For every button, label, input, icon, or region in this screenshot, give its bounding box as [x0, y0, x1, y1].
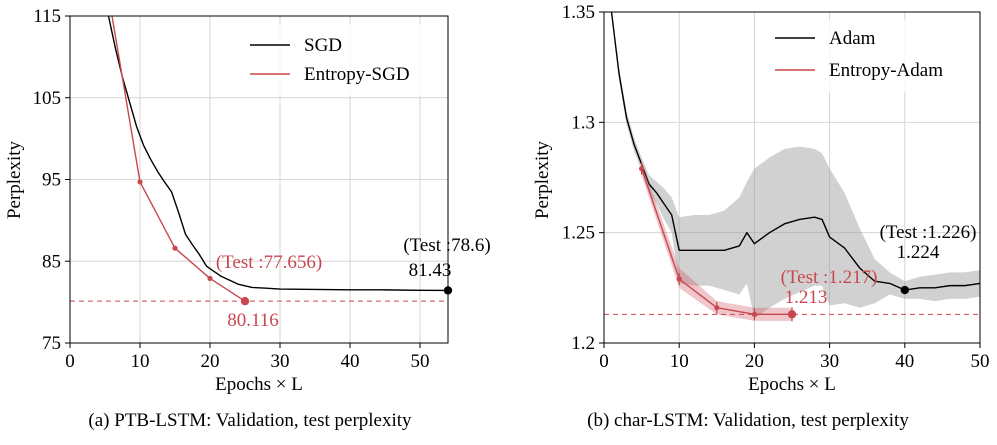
- plot-area: [70, 16, 448, 302]
- y-tick-label: 1.25: [562, 223, 595, 244]
- annotation-test-adam: (Test :1.226): [880, 222, 977, 243]
- y-tick-label: 1.2: [571, 333, 595, 354]
- annotation-test-entropy-sgd: (Test :77.656): [216, 252, 322, 273]
- y-axis-label: Perplexity: [4, 140, 25, 219]
- x-tick-label: 10: [670, 351, 689, 372]
- y-tick-label: 115: [33, 6, 61, 27]
- data-point-entropy-sgd: [207, 275, 213, 282]
- x-tick-label: 10: [131, 351, 150, 372]
- y-tick-label: 85: [42, 251, 61, 272]
- legend-label-sgd: SGD: [304, 35, 342, 56]
- x-tick-label: 30: [271, 351, 290, 372]
- y-axis-label: Perplexity: [532, 140, 553, 219]
- series-lines: [604, 12, 980, 322]
- caption-char-lstm: (b) char-LSTM: Validation, test perplexi…: [587, 410, 909, 431]
- x-tick-label: 0: [65, 351, 75, 372]
- x-tick-label: 50: [971, 351, 990, 372]
- x-tick-label: 40: [341, 351, 360, 372]
- legend-label-adam: Adam: [829, 28, 876, 49]
- legend: Adam Entropy-Adam: [764, 20, 974, 92]
- chart-panel-ptb: 0 10 20 30 40 50 75 85 95 105 115 Epochs × L Perpl…: [4, 6, 491, 395]
- x-tick-label: 40: [895, 351, 914, 372]
- confidence-band-adam: [611, 12, 980, 319]
- caption-ptb-lstm: (a) PTB-LSTM: Validation, test perplexit…: [88, 410, 412, 431]
- y-tick-label: 95: [42, 170, 61, 191]
- legend-label-entropy-adam: Entropy-Adam: [829, 60, 943, 81]
- x-tick-label: 50: [411, 351, 430, 372]
- annotation-value-entropy-adam: 1.213: [785, 287, 828, 308]
- legend-label-entropy-sgd: Entropy-SGD: [304, 64, 410, 85]
- x-tick-label: 20: [201, 351, 220, 372]
- annotation-value-sgd: 81.43: [409, 260, 452, 281]
- y-tick-label: 1.35: [562, 2, 595, 23]
- x-axis-label: Epochs × L: [215, 374, 303, 395]
- x-tick-label: 20: [745, 351, 764, 372]
- legend: SGD Entropy-SGD: [236, 24, 440, 96]
- y-tick-label: 1.3: [571, 112, 595, 133]
- annotation-test-entropy-adam: (Test :1.217): [781, 267, 878, 288]
- annotation-test-sgd: (Test :78.6): [403, 235, 490, 256]
- y-tick-label: 75: [42, 333, 61, 354]
- annotation-value-adam: 1.224: [897, 242, 940, 263]
- endpoint-marker: [240, 296, 250, 306]
- series-line-sgd: [107, 16, 448, 292]
- x-tick-label: 0: [599, 351, 609, 372]
- plot-frame: [603, 11, 981, 344]
- x-tick-label: 30: [820, 351, 839, 372]
- data-point-entropy-sgd: [137, 179, 143, 185]
- annotation-value-entropy-sgd: 80.116: [227, 310, 279, 331]
- legend-box: [236, 24, 440, 96]
- data-point-entropy-sgd: [172, 245, 178, 251]
- axis-ticks: 0 10 20 30 40 50 1.2 1.25 1.3 1.35: [562, 2, 990, 372]
- x-axis-label: Epochs × L: [748, 374, 836, 395]
- endpoint-marker: [900, 285, 909, 295]
- axis-ticks: 0 10 20 30 40 50 75 85 95 105 115: [33, 6, 430, 372]
- y-tick-label: 105: [33, 88, 62, 109]
- chart-panel-char: 0 10 20 30 40 50 1.2 1.25 1.3 1.35 Epochs × L Per…: [532, 2, 990, 395]
- legend-box: [764, 20, 974, 92]
- series-lines: [70, 16, 453, 306]
